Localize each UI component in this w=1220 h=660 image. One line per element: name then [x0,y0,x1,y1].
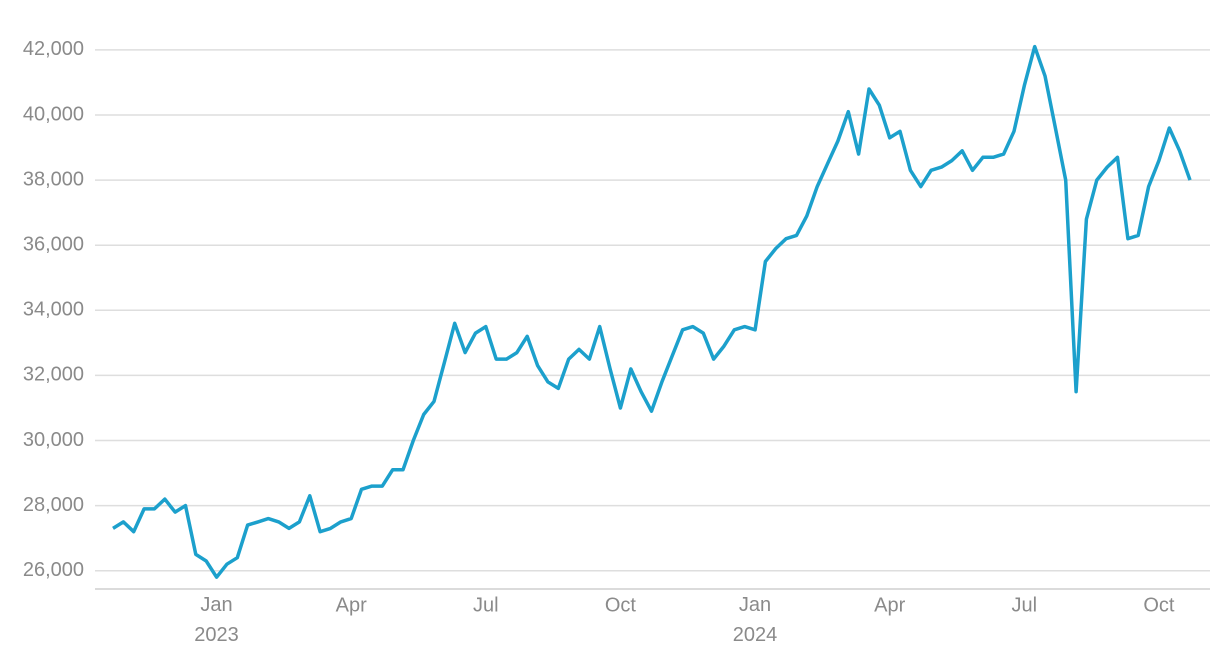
y-tick-label: 34,000 [23,299,84,321]
y-tick-label: 42,000 [23,38,84,60]
y-tick-label: 28,000 [23,494,84,516]
x-tick-label: Oct [1143,594,1175,616]
y-tick-label: 30,000 [23,429,84,451]
x-tick-label: Oct [605,594,637,616]
y-tick-label: 26,000 [23,559,84,581]
x-tick-label: Jan 2023 [194,594,239,646]
x-tick-label: Apr [874,594,905,616]
y-tick-label: 38,000 [23,168,84,190]
x-tick-label: Jul [473,594,499,616]
x-tick-label: Apr [336,594,367,616]
y-tick-label: 40,000 [23,103,84,125]
y-tick-label: 32,000 [23,364,84,386]
x-tick-label: Jan 2024 [733,594,778,646]
x-tick-label: Jul [1012,594,1038,616]
y-tick-label: 36,000 [23,233,84,255]
line-series [112,44,1192,579]
